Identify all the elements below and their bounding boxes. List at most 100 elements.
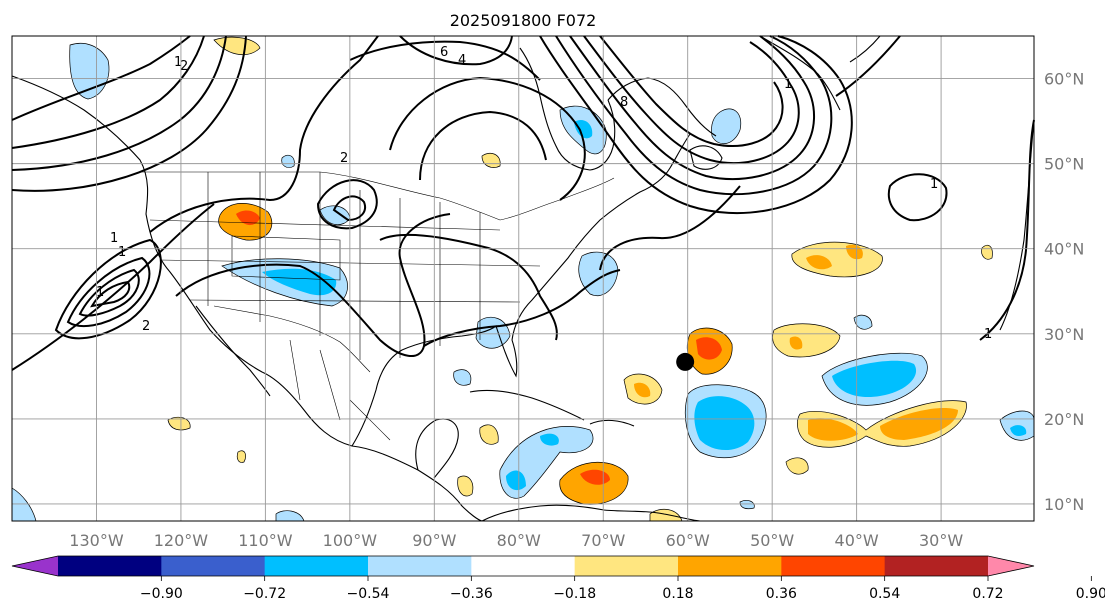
colorbar-tick-labels: −0.90 −0.72 −0.54 −0.36 −0.18 0.18 0.36 0.54 0.7… bbox=[140, 586, 1105, 602]
coastline-cuba bbox=[469, 389, 585, 421]
colorbar-extend-high bbox=[988, 556, 1034, 576]
anomaly-region-bottom-blue bbox=[739, 500, 755, 510]
colorbar-label: 0.18 bbox=[662, 586, 693, 602]
latitude-label: 30°N bbox=[1044, 325, 1084, 344]
anomaly-region-caribbean-yellow bbox=[479, 424, 499, 445]
mexico-states bbox=[289, 339, 391, 441]
contour-label: 1 bbox=[118, 245, 126, 260]
colorbar-segment bbox=[161, 556, 266, 576]
contour-label: 1 bbox=[784, 77, 792, 92]
contour-atlantic-trough-2 bbox=[555, 35, 833, 196]
anomaly-region-gulf bbox=[453, 369, 472, 386]
contour-label: 8 bbox=[620, 95, 628, 110]
anomaly-region-sargasso-core bbox=[634, 382, 651, 398]
coastline-baja bbox=[195, 305, 271, 397]
colorbar-segment bbox=[368, 556, 472, 576]
longitude-label: 70°W bbox=[581, 531, 625, 550]
contour-pacific-low-1 bbox=[11, 203, 215, 371]
contour-label: 4 bbox=[458, 53, 466, 68]
contour-atlantic-trough-4 bbox=[583, 35, 800, 165]
anomaly-region-plains-orange-core bbox=[236, 210, 260, 226]
contour-pacific-low-2 bbox=[54, 238, 162, 340]
contour-greenland-1 bbox=[835, 35, 901, 97]
contour-north-pacific-4 bbox=[11, 35, 247, 192]
border-us-canada bbox=[140, 171, 615, 221]
anomaly-region-central-blue-core bbox=[694, 396, 755, 451]
colorbar-label: −0.72 bbox=[243, 586, 286, 602]
coastline-atlantic-east bbox=[511, 133, 691, 341]
anomaly-region-far-east-core bbox=[1010, 425, 1027, 436]
state-lines-3 bbox=[231, 235, 341, 281]
anomaly-region-pacific-small bbox=[236, 450, 246, 463]
contour-mid-atlantic-high bbox=[887, 173, 948, 222]
contour-canada-3 bbox=[349, 40, 541, 81]
latitude-tick-labels: 10°N 20°N 30°N 40°N 50°N 60°N bbox=[1044, 70, 1084, 514]
colorbar-label: −0.90 bbox=[140, 586, 183, 602]
state-lines-1 bbox=[207, 172, 481, 360]
contour-canada-1 bbox=[389, 76, 586, 201]
longitude-label: 60°W bbox=[666, 531, 710, 550]
coastline-hudson-bay bbox=[519, 47, 616, 171]
anomaly-region-hudson-core bbox=[574, 119, 593, 139]
contour-atlantic-trough-1 bbox=[539, 35, 853, 215]
anomaly-region-montana bbox=[281, 154, 295, 168]
contour-conus-trough bbox=[175, 213, 451, 357]
colorbar bbox=[11, 555, 1092, 581]
coastline-newfoundland bbox=[689, 145, 723, 170]
longitude-label: 120°W bbox=[154, 531, 209, 550]
contour-lakes-low-2 bbox=[332, 195, 366, 222]
contour-lakes-low-1 bbox=[316, 179, 378, 230]
contour-label: 1 bbox=[96, 285, 104, 300]
anomaly-region-east-small-blue bbox=[853, 314, 873, 330]
colorbar-segment bbox=[471, 556, 576, 576]
contour-lines bbox=[11, 35, 1035, 371]
contour-labels: 1 1 1 2 1 2 4 6 8 1 1 2 1 bbox=[96, 45, 992, 342]
colorbar-segment bbox=[574, 556, 679, 576]
longitude-label: 40°W bbox=[835, 531, 879, 550]
anomaly-region-labrador bbox=[711, 108, 742, 144]
longitude-label: 130°W bbox=[69, 531, 124, 550]
colorbar-segment bbox=[58, 556, 162, 576]
border-us-mexico bbox=[213, 305, 371, 373]
longitude-label: 30°W bbox=[919, 531, 963, 550]
contour-label: 1 bbox=[174, 55, 182, 70]
anomaly-region-east-yellow bbox=[772, 323, 841, 358]
longitude-label: 90°W bbox=[412, 531, 456, 550]
contour-pacific-low-3 bbox=[66, 256, 151, 328]
graticule bbox=[12, 36, 1034, 521]
coastline-gulf-of-mexico bbox=[351, 325, 518, 447]
colorbar-label: −0.18 bbox=[553, 586, 596, 602]
colorbar-extend-low bbox=[12, 556, 58, 576]
latitude-label: 20°N bbox=[1044, 410, 1084, 429]
colorbar-segment bbox=[264, 556, 369, 576]
coastline-hispaniola bbox=[589, 419, 635, 427]
map-panel: 1 1 1 2 1 2 4 6 8 1 1 2 1 bbox=[11, 35, 1035, 522]
contour-label: 1 bbox=[984, 327, 992, 342]
contour-label: 2 bbox=[142, 319, 150, 334]
colorbar-label: −0.54 bbox=[347, 586, 390, 602]
contour-north-pacific-1 bbox=[11, 35, 191, 121]
anomaly-region-trade-small bbox=[785, 457, 809, 475]
contour-east-ridge bbox=[379, 233, 558, 341]
colorbar-label: 0.90 bbox=[1076, 586, 1105, 602]
colorbar-label: −0.36 bbox=[450, 586, 493, 602]
storm-location-marker bbox=[676, 352, 695, 371]
longitude-label: 50°W bbox=[750, 531, 794, 550]
longitude-label: 80°W bbox=[497, 531, 541, 550]
contour-label: 1 bbox=[110, 231, 118, 246]
latitude-label: 60°N bbox=[1044, 70, 1084, 89]
contour-atlantic-trough-3 bbox=[569, 35, 815, 181]
contour-gulf-coast bbox=[423, 269, 621, 347]
anomaly-region-east-yellow-core bbox=[789, 336, 803, 350]
figure-title: 2025091800 F072 bbox=[450, 11, 597, 30]
contour-north-pacific-3 bbox=[11, 35, 227, 171]
contour-label: 2 bbox=[180, 59, 188, 74]
coastline-labrador bbox=[607, 77, 717, 137]
anomaly-region-canaries bbox=[981, 244, 993, 260]
contour-label: 1 bbox=[930, 177, 938, 192]
colorbar-segment bbox=[781, 556, 886, 576]
coastline-south-america bbox=[481, 504, 701, 522]
anomaly-region-mid-atl-east-orange bbox=[806, 244, 863, 270]
latitude-label: 50°N bbox=[1044, 155, 1084, 174]
